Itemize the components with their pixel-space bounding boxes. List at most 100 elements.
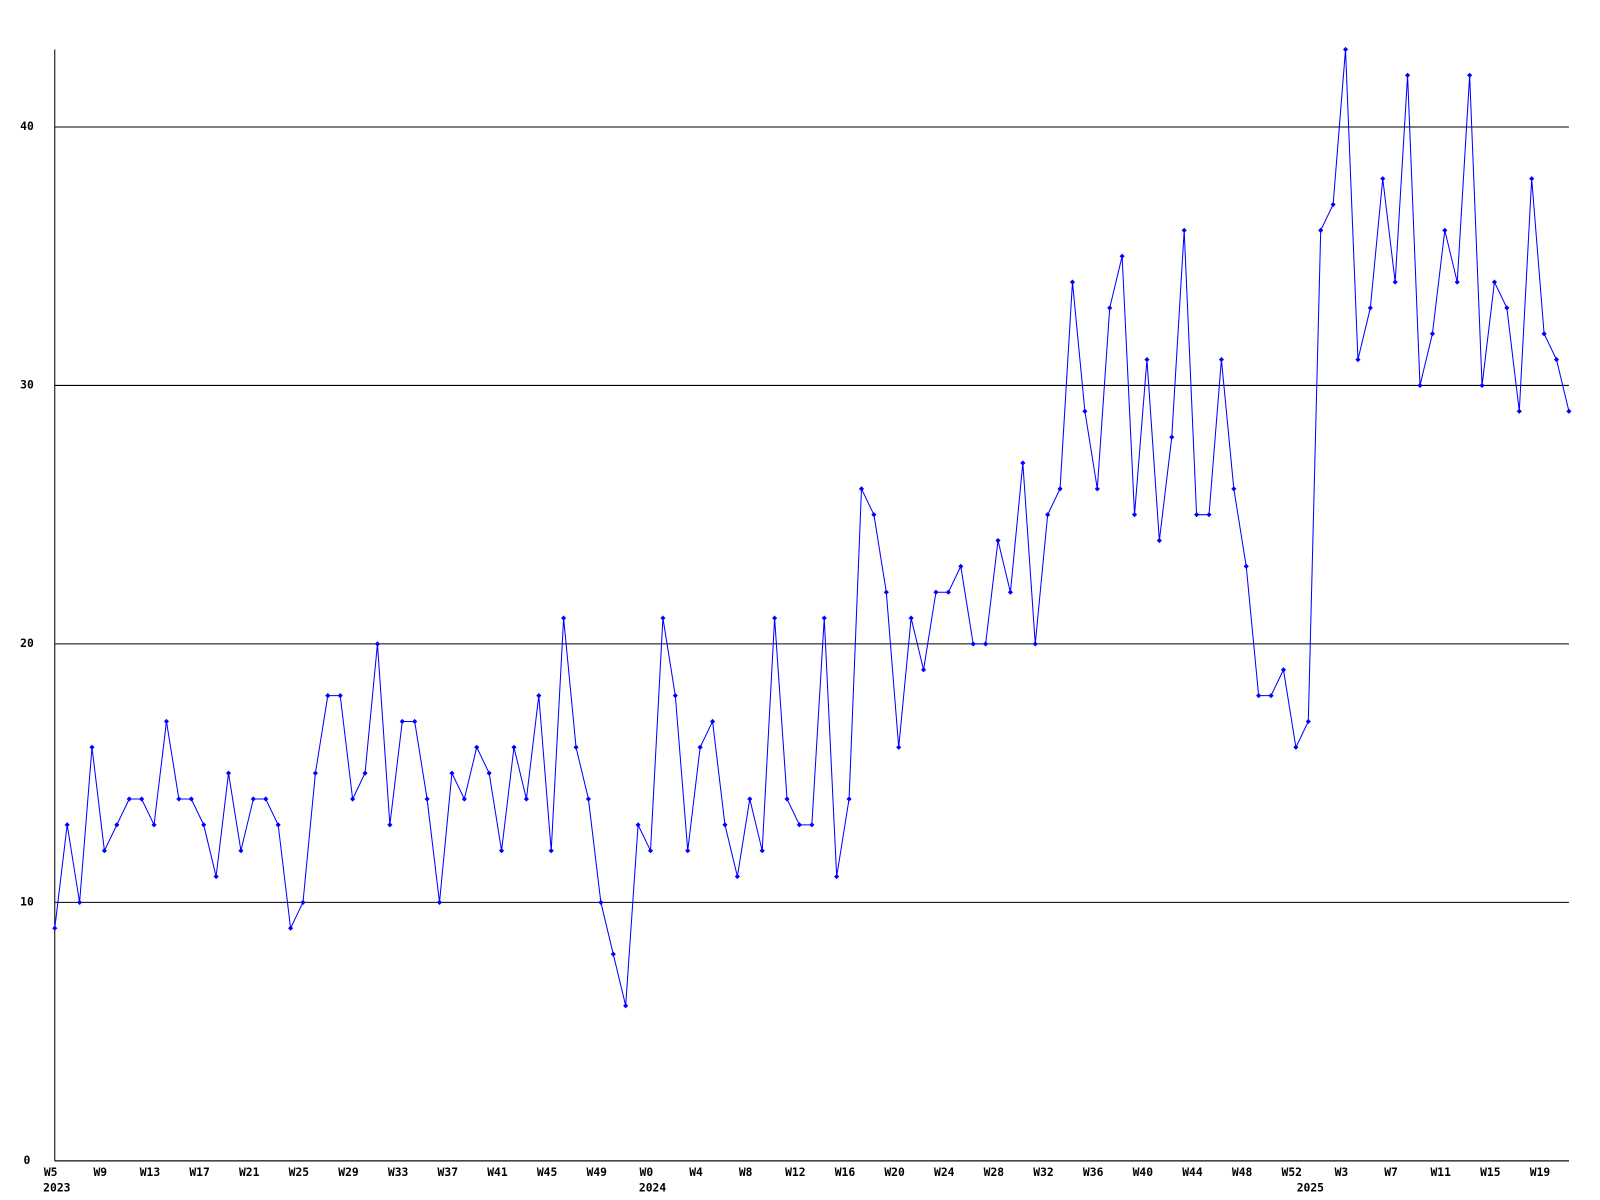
data-point	[647, 848, 654, 854]
data-point	[1243, 563, 1249, 569]
data-point	[1032, 641, 1038, 647]
x-tick-label: W33	[388, 1165, 409, 1179]
data-point	[1467, 72, 1473, 78]
data-point	[1181, 227, 1187, 233]
data-point	[747, 796, 753, 802]
data-point	[1293, 744, 1299, 750]
data-point	[312, 770, 318, 776]
data-point	[660, 615, 666, 621]
data-point	[201, 822, 207, 828]
x-tick-label: W37	[438, 1165, 458, 1179]
data-line	[54, 49, 1570, 1006]
data-point	[1566, 408, 1572, 414]
data-point	[1442, 227, 1448, 233]
data-point	[1541, 331, 1547, 337]
data-point	[225, 770, 232, 776]
x-tick-label: W12	[785, 1165, 805, 1179]
data-point	[412, 718, 418, 725]
data-point	[151, 822, 157, 828]
data-point	[1206, 512, 1212, 518]
data-point	[846, 796, 852, 802]
data-point	[1479, 382, 1485, 389]
data-point	[1280, 667, 1287, 673]
data-point	[1069, 279, 1076, 285]
data-point	[598, 899, 604, 905]
data-point	[933, 589, 939, 595]
data-point	[399, 718, 405, 725]
data-point	[945, 589, 951, 595]
data-point	[573, 744, 579, 750]
data-point	[1045, 512, 1051, 518]
data-point	[1231, 486, 1237, 492]
x-tick-label: W32	[1033, 1165, 1053, 1179]
x-tick-label: W52	[1282, 1165, 1302, 1179]
data-point	[1405, 72, 1411, 78]
y-tick-label: 40	[20, 119, 34, 133]
data-point	[325, 693, 331, 699]
data-point	[1529, 176, 1535, 182]
data-point	[1355, 357, 1361, 363]
data-point	[536, 693, 542, 699]
data-point	[1392, 279, 1398, 285]
data-point	[585, 796, 592, 802]
data-point	[374, 641, 381, 647]
data-point	[896, 744, 902, 750]
data-point	[1007, 589, 1013, 595]
x-tick-label: W5	[44, 1165, 58, 1179]
data-point	[871, 512, 877, 518]
x-tick-label: W24	[934, 1165, 955, 1179]
x-year-label: 2025	[1297, 1181, 1324, 1195]
data-point	[1330, 201, 1336, 208]
data-point	[1380, 176, 1386, 182]
data-point	[474, 744, 480, 750]
data-point	[1082, 408, 1088, 414]
data-point	[1516, 408, 1522, 414]
data-point	[77, 899, 83, 905]
data-point	[734, 873, 740, 880]
y-tick-label: 30	[20, 377, 34, 391]
data-point	[1454, 279, 1460, 285]
data-point	[722, 822, 728, 828]
data-point	[834, 873, 840, 880]
data-point	[163, 718, 170, 725]
x-tick-label: W16	[835, 1165, 856, 1179]
data-point	[1417, 382, 1423, 389]
y-tick-label: 0	[24, 1153, 31, 1167]
x-year-label: 2024	[639, 1181, 666, 1195]
data-point	[697, 744, 703, 750]
data-point	[1504, 305, 1510, 311]
data-point	[176, 796, 182, 802]
data-point	[1094, 486, 1100, 492]
data-point	[213, 873, 219, 880]
data-point	[139, 796, 145, 802]
x-tick-label: W11	[1430, 1165, 1451, 1179]
data-point	[1057, 486, 1063, 492]
data-point	[995, 537, 1001, 544]
data-point	[1218, 357, 1224, 363]
data-point	[1156, 537, 1162, 544]
data-point	[436, 899, 443, 905]
data-point	[523, 796, 529, 802]
data-point	[1144, 357, 1150, 363]
x-tick-label: W0	[640, 1165, 654, 1179]
data-point	[635, 822, 641, 828]
data-point	[350, 796, 356, 802]
data-point	[672, 693, 678, 699]
x-tick-label: W21	[239, 1165, 260, 1179]
x-tick-label: W28	[984, 1165, 1005, 1179]
data-point	[188, 796, 194, 802]
data-point	[709, 718, 716, 725]
data-point	[883, 589, 889, 595]
x-tick-label: W20	[884, 1165, 905, 1179]
x-tick-label: W3	[1335, 1165, 1349, 1179]
data-point	[89, 744, 95, 750]
data-point	[1305, 718, 1311, 725]
data-point	[64, 822, 70, 828]
data-point	[1194, 512, 1200, 518]
x-year-label: 2023	[43, 1181, 70, 1195]
data-point	[238, 848, 244, 854]
x-tick-label: W13	[140, 1165, 161, 1179]
data-point	[1107, 305, 1113, 311]
